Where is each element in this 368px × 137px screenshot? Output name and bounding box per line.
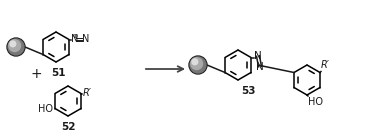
Circle shape xyxy=(189,56,207,74)
Text: R′: R′ xyxy=(83,89,92,99)
Circle shape xyxy=(190,57,206,73)
Text: R′: R′ xyxy=(321,61,330,71)
Text: $\oplus$: $\oplus$ xyxy=(72,32,79,39)
Text: HO: HO xyxy=(38,103,53,113)
Circle shape xyxy=(191,58,202,69)
Circle shape xyxy=(7,38,25,56)
Circle shape xyxy=(10,41,16,47)
Text: N: N xyxy=(255,51,262,61)
Text: N: N xyxy=(82,35,90,45)
Text: 52: 52 xyxy=(61,122,75,132)
Circle shape xyxy=(8,39,24,55)
Text: N: N xyxy=(71,35,78,45)
Text: 51: 51 xyxy=(51,68,65,78)
Circle shape xyxy=(192,59,198,65)
Text: 53: 53 xyxy=(241,86,255,96)
Text: HO: HO xyxy=(308,97,323,107)
Circle shape xyxy=(9,40,21,52)
Text: N: N xyxy=(256,62,264,72)
Text: +: + xyxy=(30,67,42,81)
